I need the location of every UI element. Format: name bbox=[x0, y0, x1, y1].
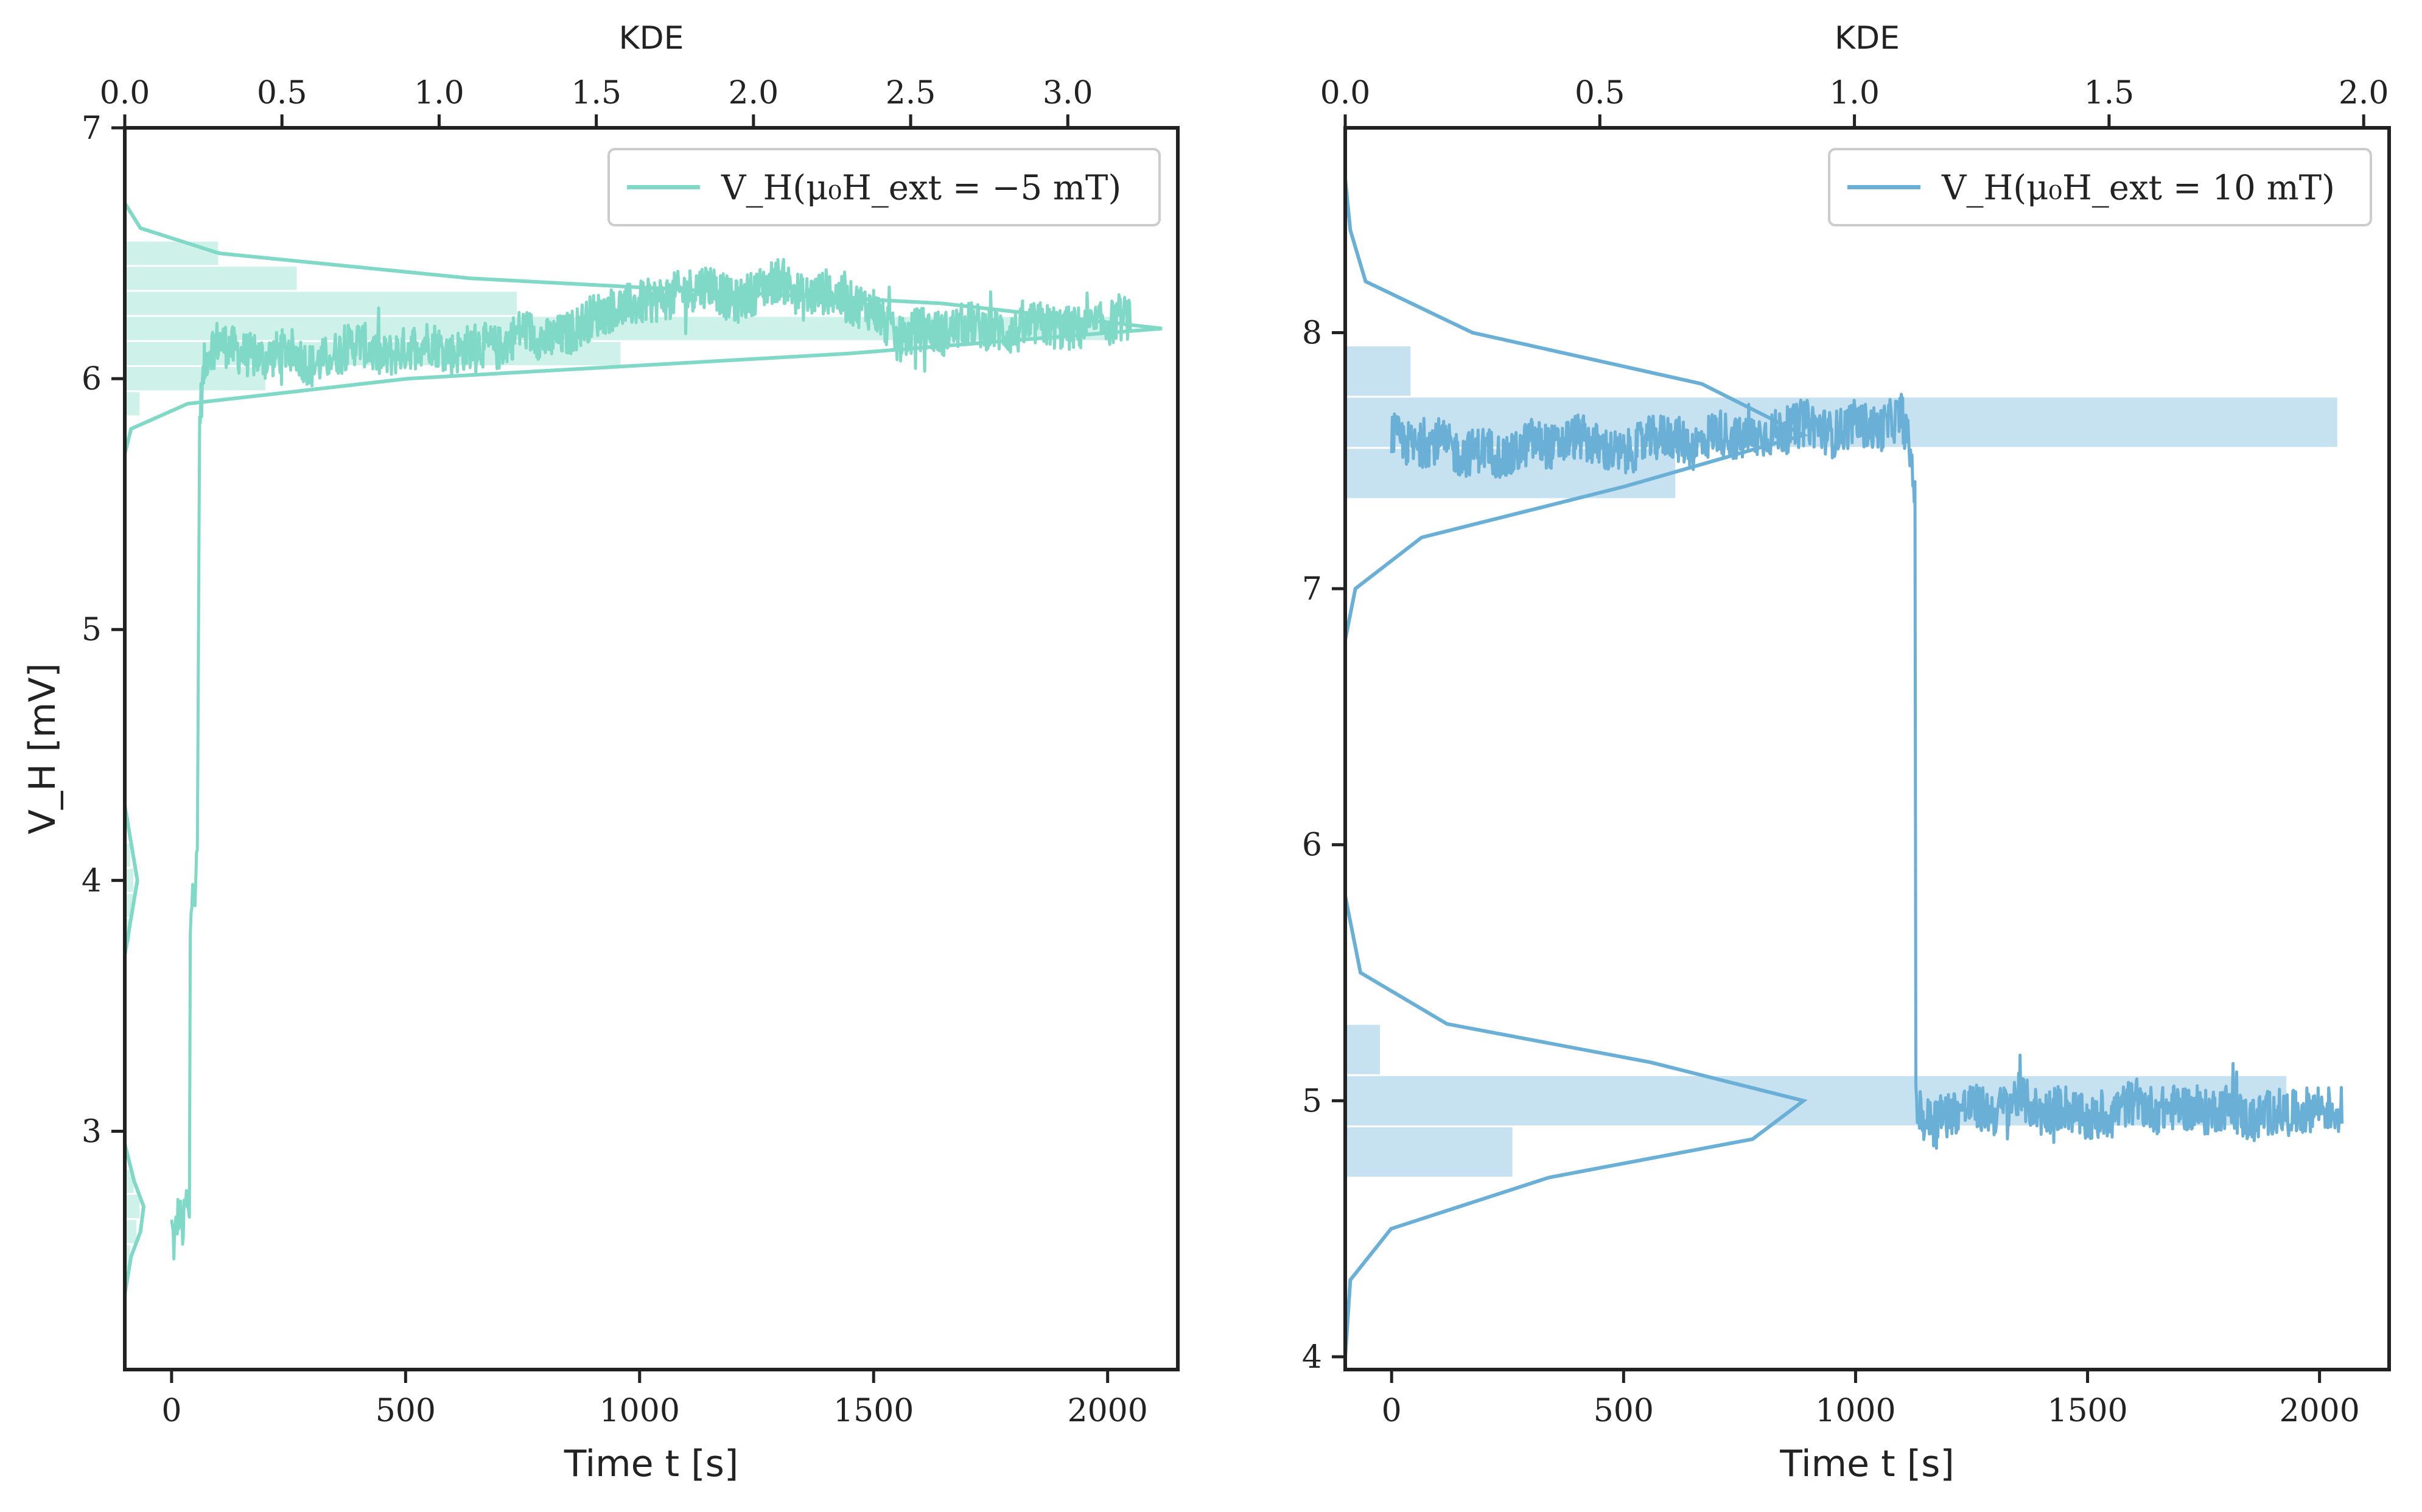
x-tick-label: 1500 bbox=[2047, 1393, 2127, 1429]
plot-frame bbox=[123, 126, 1180, 1371]
legend-label: V_H(μ₀H_ext = 10 mT) bbox=[1941, 169, 2335, 208]
histogram-bar bbox=[124, 239, 220, 267]
kde-tick-label: 0.5 bbox=[257, 75, 307, 111]
histogram-bar bbox=[124, 290, 519, 317]
y-tick-label: 5 bbox=[1302, 1083, 1322, 1119]
x-tick-label: 1500 bbox=[833, 1393, 914, 1429]
kde-axis-label: KDE bbox=[1835, 20, 1900, 57]
x-tick-label: 500 bbox=[1594, 1393, 1654, 1429]
time-series bbox=[170, 257, 1132, 1261]
y-axis-ticks: 4 5 6 7 8 bbox=[1302, 315, 1345, 1376]
kde-axis-ticks: 0.0 0.5 1.0 1.5 2.0 bbox=[1320, 75, 2389, 128]
y-tick-label: 4 bbox=[1302, 1339, 1322, 1376]
y-tick-label: 5 bbox=[82, 612, 102, 648]
y-tick-label: 7 bbox=[1302, 571, 1322, 607]
y-tick-label: 7 bbox=[82, 110, 102, 147]
kde-tick-label: 1.5 bbox=[571, 75, 621, 111]
histogram-bar bbox=[1344, 1023, 1382, 1076]
histogram-bar bbox=[124, 265, 299, 292]
kde-axis-ticks: 0.0 0.5 1.0 1.5 2.0 2.5 3.0 bbox=[100, 75, 1093, 128]
y-tick-label: 4 bbox=[82, 863, 102, 899]
y-axis-ticks: 3 4 5 6 7 bbox=[82, 110, 125, 1150]
x-axis-ticks: 0 500 1000 1500 2000 bbox=[161, 1370, 1148, 1429]
kde-tick-label: 0.0 bbox=[1320, 75, 1371, 111]
x-tick-label: 2000 bbox=[1067, 1393, 1147, 1429]
kde-tick-label: 2.0 bbox=[728, 75, 779, 111]
y-tick-label: 6 bbox=[82, 361, 102, 397]
kde-tick-label: 1.5 bbox=[2084, 75, 2135, 111]
kde-curve bbox=[1343, 178, 1809, 1357]
legend-box bbox=[607, 148, 1161, 226]
kde-tick-label: 0.0 bbox=[100, 75, 150, 111]
panel-left: 0 500 1000 1500 2000 3 4 5 6 7 0.0 0.5 1.0 1.5 2.0 2.… bbox=[21, 20, 1180, 1485]
y-tick-label: 8 bbox=[1302, 315, 1322, 351]
histogram-bar bbox=[124, 1193, 142, 1220]
kde-tick-label: 3.0 bbox=[1043, 75, 1093, 111]
time-series-line bbox=[1390, 393, 2344, 1150]
y-tick-label: 3 bbox=[82, 1113, 102, 1150]
kde-tick-label: 2.0 bbox=[2339, 75, 2389, 111]
histogram-bar bbox=[124, 365, 267, 393]
y-tick-label: 6 bbox=[1302, 827, 1322, 864]
kde-tick-label: 1.0 bbox=[414, 75, 464, 111]
x-tick-label: 0 bbox=[1382, 1393, 1402, 1429]
kde-line bbox=[1343, 178, 1809, 1357]
kde-tick-label: 0.5 bbox=[1575, 75, 1625, 111]
x-tick-label: 1000 bbox=[1815, 1393, 1895, 1429]
x-tick-label: 500 bbox=[376, 1393, 436, 1429]
legend-label: V_H(μ₀H_ext = −5 mT) bbox=[721, 169, 1121, 208]
x-axis-ticks: 0 500 1000 1500 2000 bbox=[1382, 1370, 2360, 1429]
histogram-bar bbox=[1344, 1125, 1514, 1179]
histogram-bar bbox=[1344, 345, 1413, 398]
histogram-bar bbox=[124, 390, 142, 418]
legend: V_H(μ₀H_ext = −5 mT) bbox=[607, 148, 1161, 226]
legend-box bbox=[1828, 148, 2372, 226]
kde-tick-label: 1.0 bbox=[1829, 75, 1880, 111]
plot-frame bbox=[1343, 126, 2391, 1371]
x-axis-label: Time t [s] bbox=[564, 1443, 739, 1485]
x-tick-label: 0 bbox=[161, 1393, 181, 1429]
y-axis-label: V_H [mV] bbox=[21, 663, 64, 835]
kde-axis-label: KDE bbox=[619, 20, 684, 57]
kde-tick-label: 2.5 bbox=[886, 75, 936, 111]
x-tick-label: 2000 bbox=[2279, 1393, 2359, 1429]
x-axis-label: Time t [s] bbox=[1779, 1443, 1955, 1485]
legend: V_H(μ₀H_ext = 10 mT) bbox=[1828, 148, 2372, 226]
time-series-line bbox=[170, 257, 1132, 1261]
x-tick-label: 1000 bbox=[600, 1393, 680, 1429]
time-series bbox=[1390, 393, 2344, 1150]
panel-right: 0 500 1000 1500 2000 4 5 6 7 8 0.0 0.5 1.0 1.5 2.0 T… bbox=[1302, 20, 2391, 1485]
